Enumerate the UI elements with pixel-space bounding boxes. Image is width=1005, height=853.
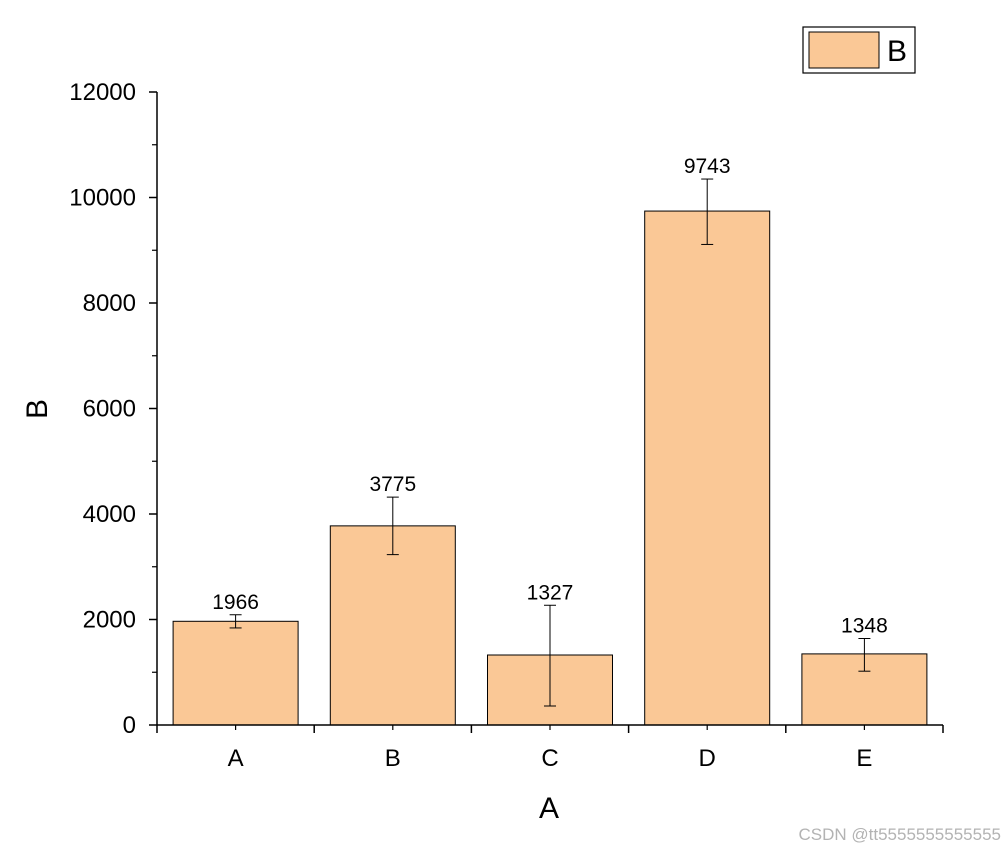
x-axis-title: A <box>539 792 559 825</box>
y-tick-label: 2000 <box>83 607 136 634</box>
y-axis-title: B <box>21 399 54 419</box>
y-tick-label: 8000 <box>83 290 136 317</box>
data-label-C: 1327 <box>527 581 574 604</box>
error-bar-B <box>386 496 399 556</box>
data-label-B: 3775 <box>369 473 416 496</box>
bar-D <box>644 210 771 726</box>
legend-label: B <box>887 35 907 68</box>
x-tick-label-B: B <box>385 745 401 772</box>
y-tick-label: 4000 <box>83 501 136 528</box>
y-ticks-layer: 0 2000 4000 6000 8000 10000 12000 <box>69 79 157 739</box>
error-bar-C <box>544 604 556 707</box>
y-tick-label: 6000 <box>83 396 136 423</box>
bars-layer <box>172 210 928 726</box>
y-tick-label: 12000 <box>69 79 136 106</box>
bar-B <box>329 525 456 726</box>
bar-A <box>172 620 299 726</box>
legend-swatch <box>808 31 880 69</box>
y-tick-label: 10000 <box>69 185 136 212</box>
watermark-text: CSDN @tt5555555555555 <box>798 825 1001 844</box>
error-bar-D <box>701 178 714 245</box>
x-ticks-layer: A B C D E <box>156 725 944 772</box>
x-tick-label-C: C <box>541 745 558 772</box>
y-tick-label: 0 <box>123 712 136 739</box>
data-label-D: 9743 <box>684 155 731 178</box>
data-label-E: 1348 <box>841 614 888 637</box>
x-tick-label-A: A <box>228 745 244 772</box>
x-tick-label-D: D <box>699 745 716 772</box>
error-bar-A <box>229 614 242 629</box>
data-labels-layer: 1966 3775 1327 9743 1348 <box>212 155 888 637</box>
error-bars-layer <box>229 178 871 707</box>
error-bar-E <box>858 637 871 672</box>
data-label-A: 1966 <box>212 591 259 614</box>
x-tick-label-E: E <box>856 745 872 772</box>
legend: B <box>802 26 916 74</box>
